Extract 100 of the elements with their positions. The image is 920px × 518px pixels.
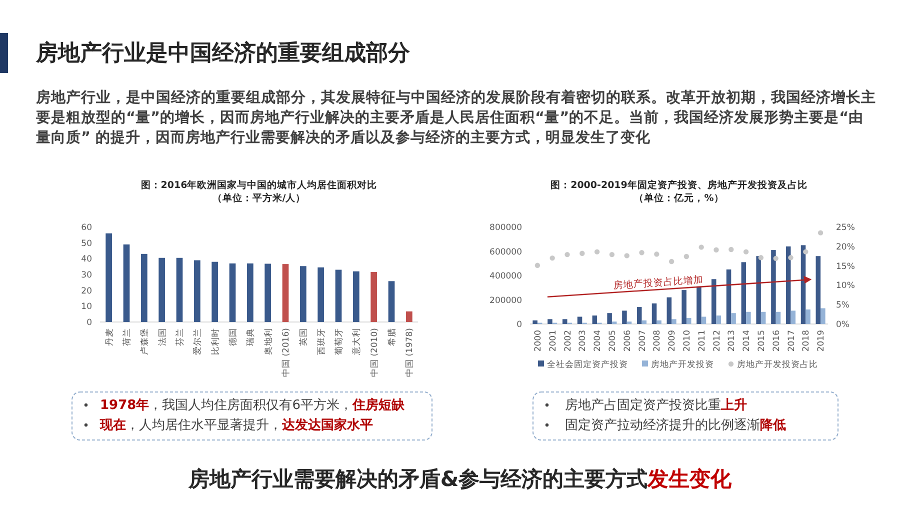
point	[550, 255, 555, 261]
x-tick-label: 2004	[593, 330, 604, 352]
x-tick-label: 英国	[298, 328, 310, 346]
x-tick-label: 2015	[756, 330, 767, 352]
bar	[158, 258, 166, 322]
bar	[776, 312, 781, 324]
chart-title: 图：2000-2019年固定资产投资、房地产开发投资及占比	[550, 179, 808, 191]
x-tick-label: 葡萄牙	[334, 328, 344, 355]
bar	[352, 271, 360, 322]
x-tick-label: 法国	[156, 328, 168, 346]
x-tick-label: 2017	[786, 330, 797, 352]
bar	[577, 316, 582, 324]
legend-label: 房地产开发投资	[651, 359, 714, 370]
y-tick-label: 0	[516, 320, 522, 330]
x-tick-label: 希腊	[386, 328, 398, 346]
point	[803, 249, 808, 254]
text: 1978年，我国人均住房面积仅有6平方米，住房短缺	[100, 397, 406, 413]
text: 固定资产拉动经济提升的比例逐渐降低	[565, 418, 786, 433]
point	[534, 262, 540, 268]
x-tick-label: 意大利	[351, 328, 362, 356]
point	[609, 252, 615, 258]
x-tick-label: 2007	[638, 330, 648, 352]
x-tick-label: 2013	[727, 330, 738, 352]
point	[639, 250, 644, 256]
bar	[652, 303, 657, 324]
text: 房地产占固定资产投资比重上升	[565, 397, 747, 413]
point	[684, 254, 690, 260]
bar	[636, 307, 642, 324]
bar	[790, 310, 796, 324]
legend-label: 房地产开发投资占比	[737, 359, 818, 370]
point	[758, 255, 764, 260]
chart-subtitle: （单位：亿元，%）	[634, 192, 724, 204]
bar	[741, 262, 746, 324]
x-tick-label: 爱尔兰	[192, 328, 204, 355]
x-tick-label: 2000	[533, 330, 544, 352]
x-tick-label: 2009	[668, 330, 678, 352]
bar	[194, 260, 200, 322]
y-tick-label: 10	[81, 302, 92, 312]
point	[668, 258, 674, 264]
bar	[406, 311, 412, 322]
bar	[370, 272, 378, 322]
bar	[716, 316, 722, 324]
x-tick-label: 丹麦	[104, 328, 115, 346]
point	[654, 252, 660, 257]
x-tick-label: 2010	[682, 330, 692, 352]
y2-tick-label: 10%	[836, 281, 855, 292]
bar	[176, 258, 183, 322]
y2-tick-label: 15%	[836, 262, 855, 272]
bar	[622, 310, 627, 324]
x-tick-label: 2014	[742, 330, 752, 352]
bar	[229, 263, 236, 322]
bar	[686, 318, 692, 324]
y-tick-label: 200000	[490, 296, 522, 306]
y-tick-label: 50	[81, 238, 92, 249]
bar	[264, 264, 272, 322]
y-tick-label: 20	[81, 286, 92, 296]
x-tick-label: 2012	[712, 330, 722, 352]
x-tick-label: 2002	[563, 330, 574, 352]
point	[728, 246, 734, 252]
bar	[760, 312, 766, 324]
bar	[820, 308, 826, 324]
bar	[212, 262, 218, 322]
y-tick-label: 60	[81, 223, 92, 233]
bar	[548, 319, 552, 324]
y-tick-label: 30	[81, 270, 92, 280]
chart-subtitle: （单位：平方米/人）	[212, 192, 306, 204]
bar	[726, 269, 732, 324]
x-tick-label: 2018	[802, 330, 812, 352]
bar	[682, 290, 686, 324]
legend-label: 全社会固定资产投资	[547, 359, 628, 370]
bar	[746, 312, 751, 324]
x-tick-label: 奥地利	[262, 328, 274, 355]
bar	[696, 286, 702, 324]
text: 现在，人均居住水平显著提升，达发达国家水平	[99, 417, 373, 433]
point	[743, 249, 749, 254]
bar	[642, 320, 647, 324]
y-tick-label: 0	[86, 318, 92, 328]
x-tick-label: 德国	[228, 328, 238, 346]
x-tick-label: 中国 (1978)	[404, 328, 416, 377]
bar	[335, 270, 342, 322]
bar	[806, 309, 810, 324]
bar	[246, 263, 254, 322]
x-tick-label: 中国 (2016)	[280, 328, 292, 377]
x-tick-label: 2006	[622, 330, 633, 352]
bar	[532, 320, 538, 324]
x-tick-label: 2016	[772, 330, 782, 352]
bar	[318, 267, 324, 322]
bar	[656, 320, 662, 324]
bar	[786, 246, 791, 324]
y-tick-label: 400000	[490, 272, 522, 282]
point	[580, 250, 585, 256]
bar	[731, 313, 736, 324]
x-tick-label: 芬兰	[174, 328, 186, 346]
point	[773, 256, 778, 262]
text: 房地产行业，是中国经济的重要组成部分，其发展特征与中国经济的发展阶段有着密切的联系。改革开放初期，我国经济增长主要是粗放型的“量”的增长，因而房地产行业解决的主要矛盾是人民居住面积“量”的不足。当前，我国经济发展形势主要是“由量向质” 的提升，因而房地产行业需要解决的矛盾以及参与经济的主要方式，明显发生了变化	[35, 88, 876, 146]
point	[624, 253, 630, 258]
bar	[388, 281, 395, 322]
point	[698, 244, 704, 250]
bar	[771, 250, 776, 324]
x-tick-label: 西班牙	[316, 328, 327, 355]
